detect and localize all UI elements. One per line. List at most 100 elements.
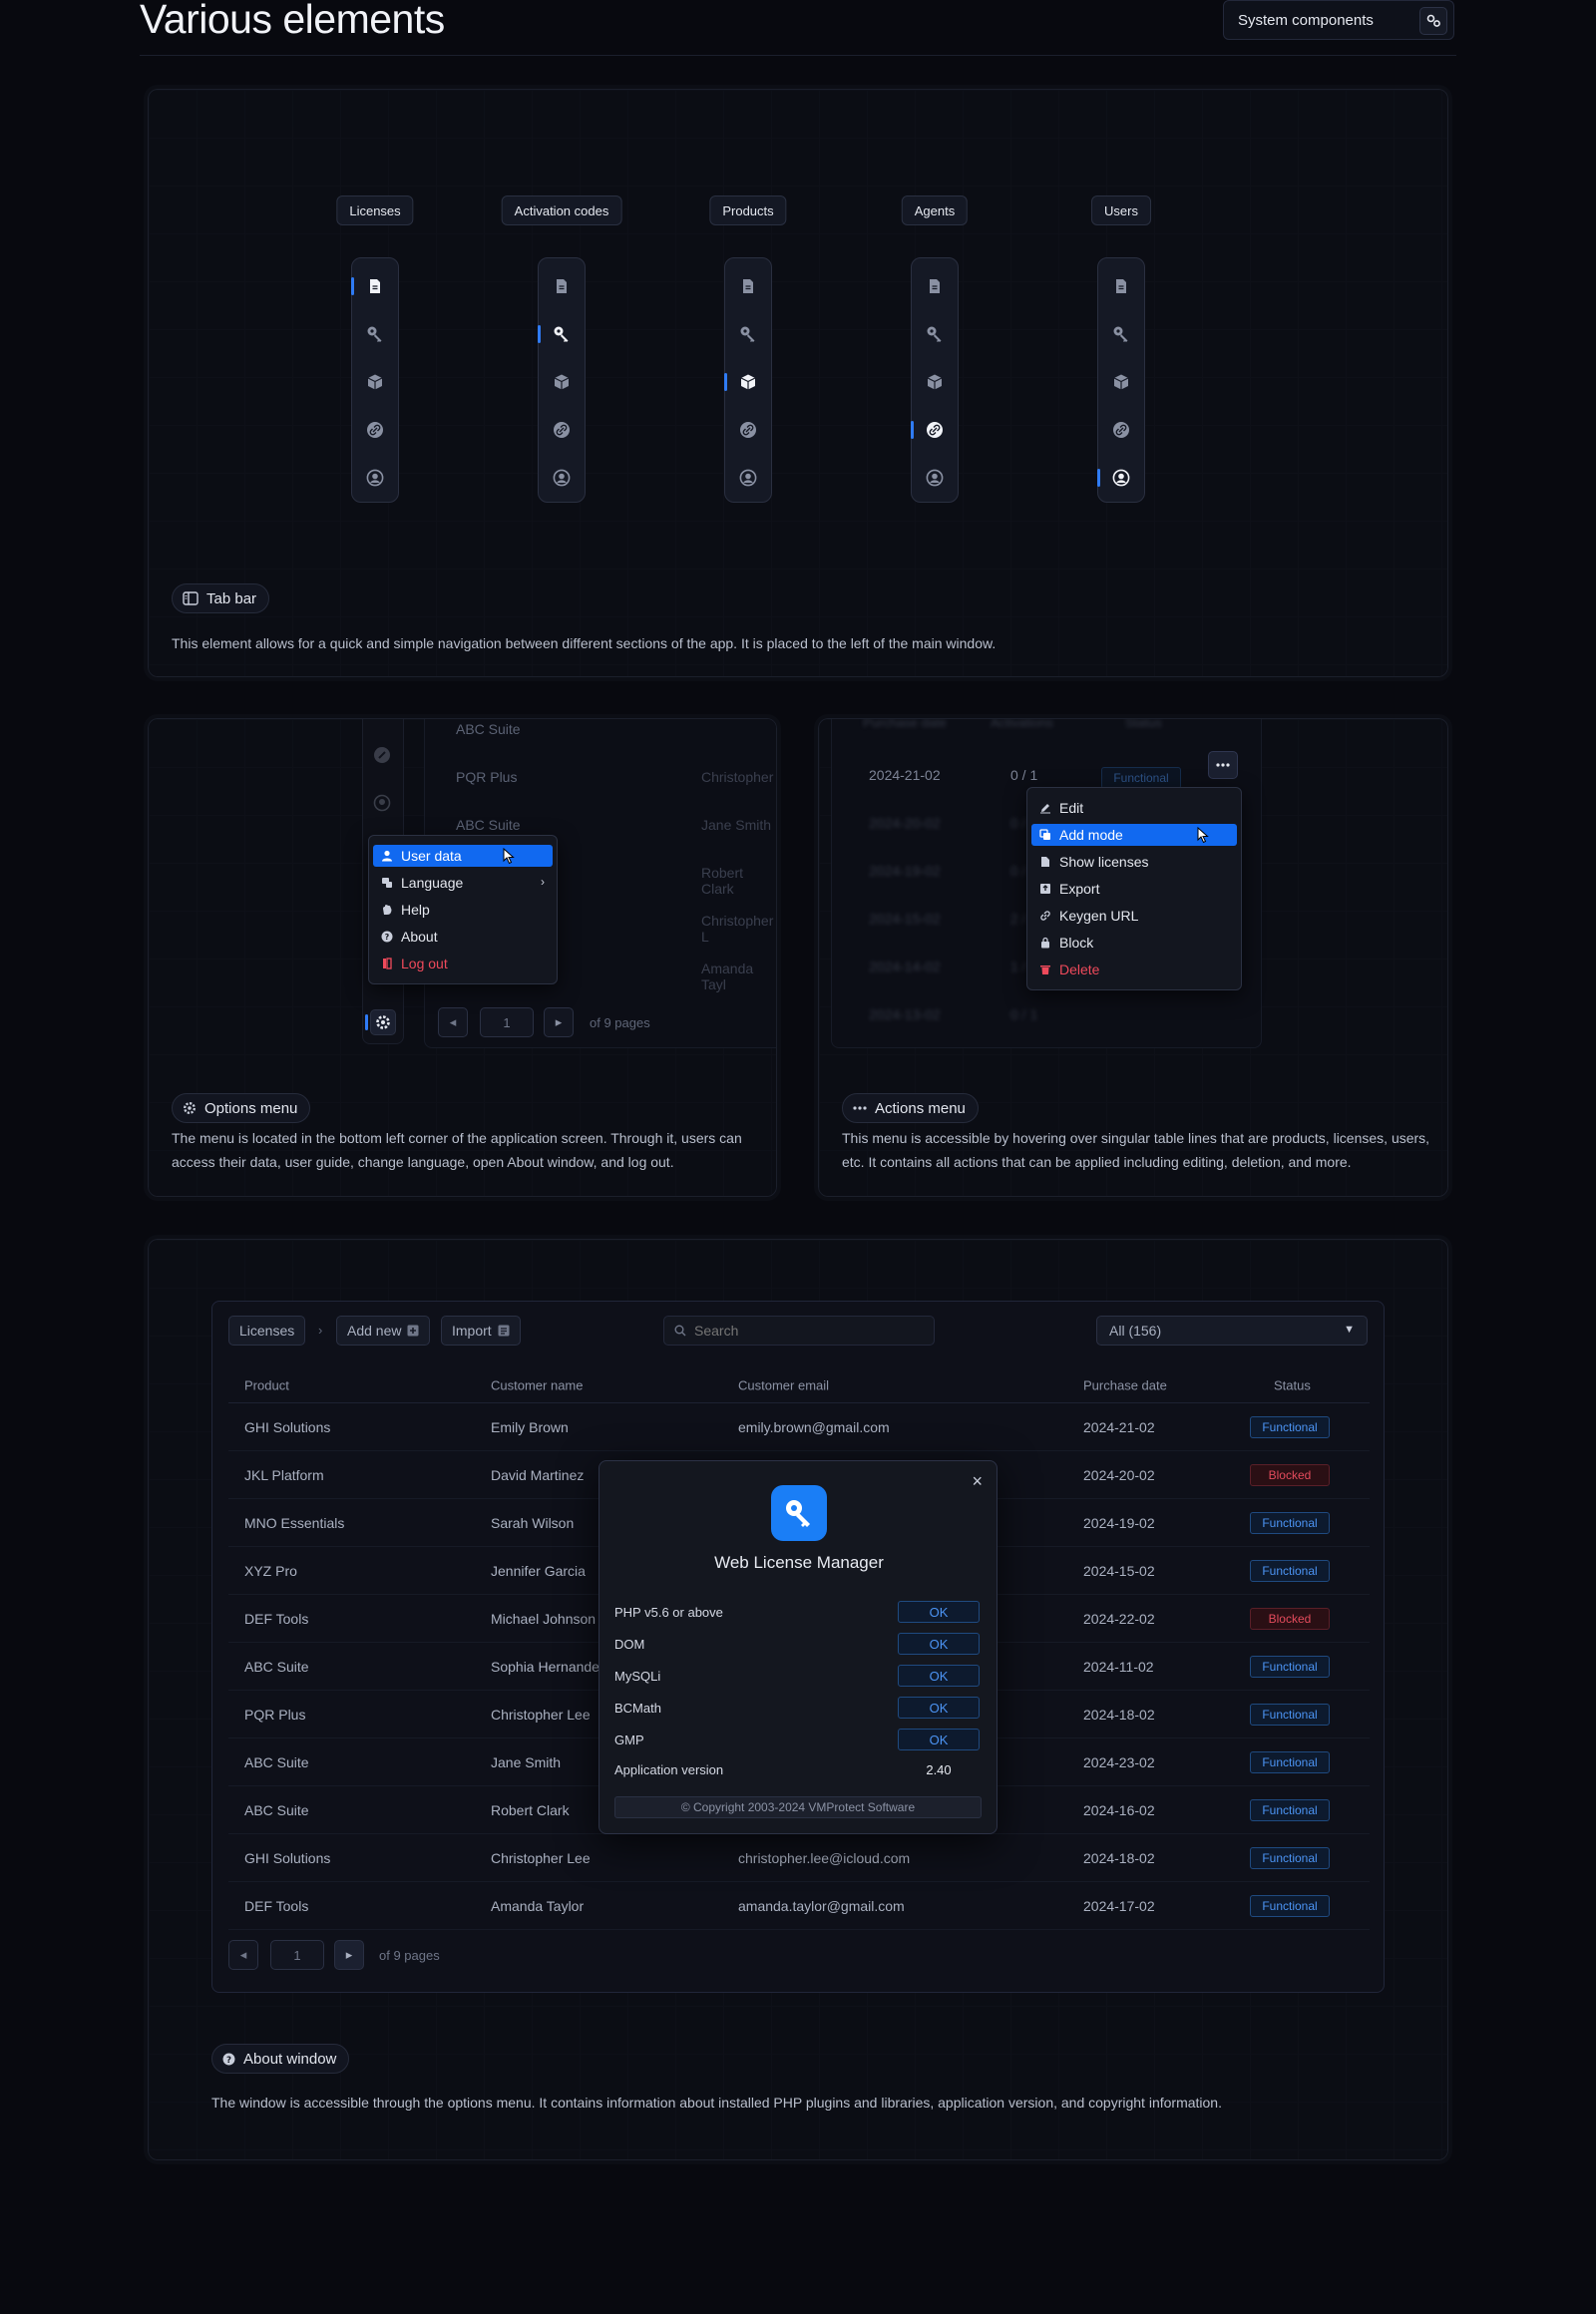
document-icon[interactable] bbox=[1105, 270, 1137, 302]
requirement-label: MySQLi bbox=[614, 1669, 661, 1684]
cell-customer-name: Emily Brown bbox=[491, 1418, 569, 1435]
key-icon[interactable] bbox=[732, 318, 764, 350]
menu-item-block[interactable]: Block bbox=[1031, 932, 1237, 954]
actions-chip-label: Actions menu bbox=[875, 1099, 966, 1117]
link-icon[interactable] bbox=[546, 414, 578, 446]
menu-item-export[interactable]: Export bbox=[1031, 878, 1237, 900]
bg-date: 2024-15-02 bbox=[869, 911, 941, 927]
bg-date: 2024-19-02 bbox=[869, 863, 941, 879]
table-row[interactable]: GHI Solutions Christopher Lee christopher.… bbox=[228, 1834, 1370, 1882]
breadcrumb-separator: › bbox=[318, 1323, 323, 1338]
next-page-button[interactable]: ▸ bbox=[544, 1007, 574, 1037]
cell-product: JKL Platform bbox=[244, 1466, 324, 1483]
options-description: The menu is located in the bottom left c… bbox=[172, 1130, 742, 1170]
system-components-label: System components bbox=[1238, 11, 1374, 29]
link-icon[interactable] bbox=[732, 414, 764, 446]
tabbar-tooltip-label: Users bbox=[1091, 195, 1151, 225]
version-value: 2.40 bbox=[926, 1762, 952, 1777]
column-purchase-date: Purchase date bbox=[1083, 1377, 1167, 1392]
table-row[interactable]: GHI Solutions Emily Brown emily.brown@gmai… bbox=[228, 1403, 1370, 1451]
user-circle-icon[interactable] bbox=[546, 462, 578, 494]
requirement-status: OK bbox=[898, 1729, 980, 1750]
box-icon[interactable] bbox=[359, 366, 391, 398]
cell-customer-name: Sarah Wilson bbox=[491, 1514, 575, 1531]
key-icon[interactable] bbox=[919, 318, 951, 350]
document-icon[interactable] bbox=[351, 270, 391, 302]
cell-purchase-date: 2024-22-02 bbox=[1083, 1610, 1155, 1627]
menu-item-log-out[interactable]: Log out bbox=[373, 953, 553, 974]
user-circle-icon[interactable] bbox=[359, 462, 391, 494]
triangle-right-icon: ▸ bbox=[555, 1014, 563, 1029]
active-indicator bbox=[365, 1014, 368, 1030]
gears-button[interactable] bbox=[1419, 7, 1447, 35]
triangle-left-icon: ◂ bbox=[239, 1947, 247, 1962]
user-circle-icon[interactable] bbox=[732, 462, 764, 494]
link-icon[interactable] bbox=[359, 414, 391, 446]
key-icon[interactable] bbox=[1105, 318, 1137, 350]
link-icon[interactable] bbox=[1105, 414, 1137, 446]
tab-bar bbox=[724, 257, 772, 503]
bg-header: Status bbox=[1125, 718, 1162, 730]
box-icon[interactable] bbox=[1105, 366, 1137, 398]
import-button[interactable]: Import bbox=[441, 1316, 521, 1346]
table-row[interactable]: DEF Tools Amanda Taylor amanda.taylor@gmai… bbox=[228, 1882, 1370, 1930]
box-icon[interactable] bbox=[546, 366, 578, 398]
search-input[interactable] bbox=[694, 1323, 914, 1339]
row-actions-button[interactable] bbox=[1208, 751, 1238, 779]
tabbar-tooltip-label: Agents bbox=[901, 195, 969, 225]
options-gear-button[interactable] bbox=[365, 1009, 396, 1035]
requirement-status: OK bbox=[898, 1601, 980, 1623]
menu-item-help[interactable]: Help bbox=[373, 899, 553, 921]
menu-item-delete[interactable]: Delete bbox=[1031, 959, 1237, 980]
lock-icon bbox=[1039, 937, 1051, 949]
system-components-select[interactable]: System components bbox=[1223, 0, 1454, 40]
status-badge: Functional bbox=[1250, 1415, 1330, 1438]
next-page-button[interactable]: ▸ bbox=[334, 1940, 364, 1970]
ellipsis-icon bbox=[1216, 763, 1230, 767]
actions-menu: Edit Add mode Show licenses Export Keyge… bbox=[1026, 787, 1242, 990]
status-badge: Functional bbox=[1250, 1655, 1330, 1678]
menu-item-user-data[interactable]: User data bbox=[373, 845, 553, 867]
menu-item-about[interactable]: ? About bbox=[373, 926, 553, 948]
user-circle-icon[interactable] bbox=[919, 462, 951, 494]
page-input[interactable]: 1 bbox=[480, 1007, 534, 1037]
prev-page-button[interactable]: ◂ bbox=[228, 1940, 258, 1970]
document-icon[interactable] bbox=[919, 270, 951, 302]
search-field[interactable] bbox=[663, 1316, 935, 1346]
actions-card: Purchase date Activations Status 2024-21… bbox=[814, 714, 1452, 1201]
bg-header: Activations bbox=[991, 718, 1053, 730]
box-icon[interactable] bbox=[724, 366, 764, 398]
key-icon[interactable] bbox=[538, 318, 578, 350]
triangle-right-icon: ▸ bbox=[345, 1947, 353, 1962]
box-icon[interactable] bbox=[919, 366, 951, 398]
menu-item-keygen-url[interactable]: Keygen URL bbox=[1031, 905, 1237, 927]
table-row[interactable]: MNO Essentials Sarah Wilson 2024-19-02 Func… bbox=[228, 1499, 1370, 1547]
menu-item-show-licenses[interactable]: Show licenses bbox=[1031, 851, 1237, 873]
page-input[interactable]: 1 bbox=[270, 1940, 324, 1970]
link-icon[interactable] bbox=[911, 414, 951, 446]
document-icon[interactable] bbox=[546, 270, 578, 302]
user-circle-icon[interactable] bbox=[1097, 462, 1137, 494]
filter-select[interactable]: All (156) ▼ bbox=[1096, 1316, 1368, 1346]
menu-item-language[interactable]: Language › bbox=[373, 872, 553, 894]
header-divider bbox=[140, 55, 1456, 56]
status-badge: Blocked bbox=[1250, 1463, 1330, 1486]
tab-bar bbox=[1097, 257, 1145, 503]
prev-page-button[interactable]: ◂ bbox=[438, 1007, 468, 1037]
tabbar-card: Licenses Activation codes Products Agents Us… bbox=[144, 85, 1452, 681]
cell-product: GHI Solutions bbox=[244, 1849, 331, 1866]
document-icon[interactable] bbox=[732, 270, 764, 302]
bg-customer: Robert Clark bbox=[701, 865, 744, 897]
cell-product: ABC Suite bbox=[244, 1753, 309, 1770]
menu-item-add-mode[interactable]: Add mode bbox=[1031, 824, 1237, 846]
close-icon[interactable]: × bbox=[972, 1471, 983, 1491]
menu-item-edit[interactable]: Edit bbox=[1031, 797, 1237, 819]
cell-customer-name: Amanda Taylor bbox=[491, 1897, 585, 1914]
bg-activations: 0 / 1 bbox=[1010, 767, 1038, 783]
status-badge: Blocked bbox=[1250, 1607, 1330, 1630]
cell-customer-name: Christopher Lee bbox=[491, 1849, 591, 1866]
key-icon[interactable] bbox=[359, 318, 391, 350]
breadcrumb-licenses[interactable]: Licenses bbox=[228, 1316, 306, 1346]
add-new-button[interactable]: Add new bbox=[336, 1316, 431, 1346]
about-chip-label: About window bbox=[243, 2050, 337, 2068]
